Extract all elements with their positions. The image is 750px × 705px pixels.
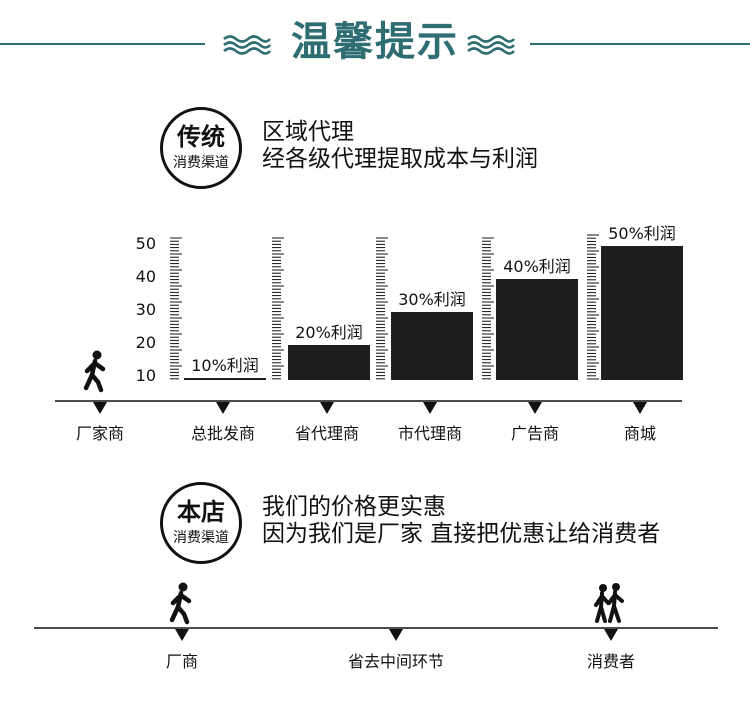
y-tick-label: 40	[136, 267, 156, 286]
store-badge-title: 本店	[177, 498, 225, 526]
down-triangle-icon	[604, 629, 618, 641]
down-triangle-icon	[633, 402, 647, 414]
store-badge: 本店 消费渠道	[160, 482, 242, 564]
wave-icon	[223, 35, 272, 55]
header-line-left	[0, 43, 205, 45]
bar-data-label: 20%利润	[295, 323, 363, 342]
bar	[184, 378, 266, 380]
store-line1: 我们的价格更实惠	[262, 494, 446, 520]
two-people-icon	[594, 583, 624, 623]
category-label: 商城	[624, 424, 656, 443]
flow-label-consumer: 消费者	[587, 652, 635, 671]
down-triangle-icon	[93, 402, 107, 414]
y-tick-label: 10	[136, 366, 156, 385]
bar-data-label: 50%利润	[608, 224, 676, 243]
bar	[288, 345, 370, 380]
traditional-line1: 区域代理	[262, 119, 354, 145]
bar-data-label: 10%利润	[191, 356, 259, 375]
y-tick-label: 50	[136, 234, 156, 253]
page-title: 温馨提示	[291, 19, 459, 65]
profit-bar-chart: 10 20 30 40 50 10%利润 20%利润 30%利润 40%利润 50%利润 厂家商…	[55, 224, 683, 443]
flow-label-skip: 省去中间环节	[348, 652, 444, 671]
walking-person-icon	[83, 350, 106, 393]
bar-data-label: 40%利润	[503, 257, 571, 276]
wave-icon	[467, 35, 516, 55]
flow-label-manufacturer: 厂商	[166, 652, 198, 671]
traditional-badge-subtitle: 消费渠道	[173, 155, 229, 171]
category-label: 省代理商	[295, 424, 359, 443]
direct-flow-diagram: 厂商 省去中间环节 消费者	[34, 582, 718, 671]
walking-person-icon	[169, 582, 192, 625]
category-label: 市代理商	[398, 424, 462, 443]
start-category-label: 厂家商	[76, 424, 124, 443]
down-triangle-icon	[320, 402, 334, 414]
down-triangle-icon	[175, 629, 189, 641]
y-tick-label: 30	[136, 300, 156, 319]
bar	[391, 312, 473, 380]
traditional-badge: 传统 消费渠道	[160, 107, 242, 189]
store-badge-subtitle: 消费渠道	[173, 530, 229, 546]
bar-data-label: 30%利润	[398, 290, 466, 309]
traditional-line2: 经各级代理提取成本与利润	[262, 146, 538, 172]
down-triangle-icon	[216, 402, 230, 414]
y-tick-label: 20	[136, 333, 156, 352]
traditional-badge-title: 传统	[177, 123, 225, 151]
header-line-right	[530, 43, 750, 45]
store-line2: 因为我们是厂家 直接把优惠让给消费者	[262, 521, 661, 547]
down-triangle-icon	[389, 629, 403, 641]
down-triangle-icon	[528, 402, 542, 414]
category-label: 总批发商	[191, 424, 255, 443]
down-triangle-icon	[423, 402, 437, 414]
bar	[496, 279, 578, 380]
category-label: 广告商	[511, 424, 559, 443]
bar	[601, 246, 683, 380]
